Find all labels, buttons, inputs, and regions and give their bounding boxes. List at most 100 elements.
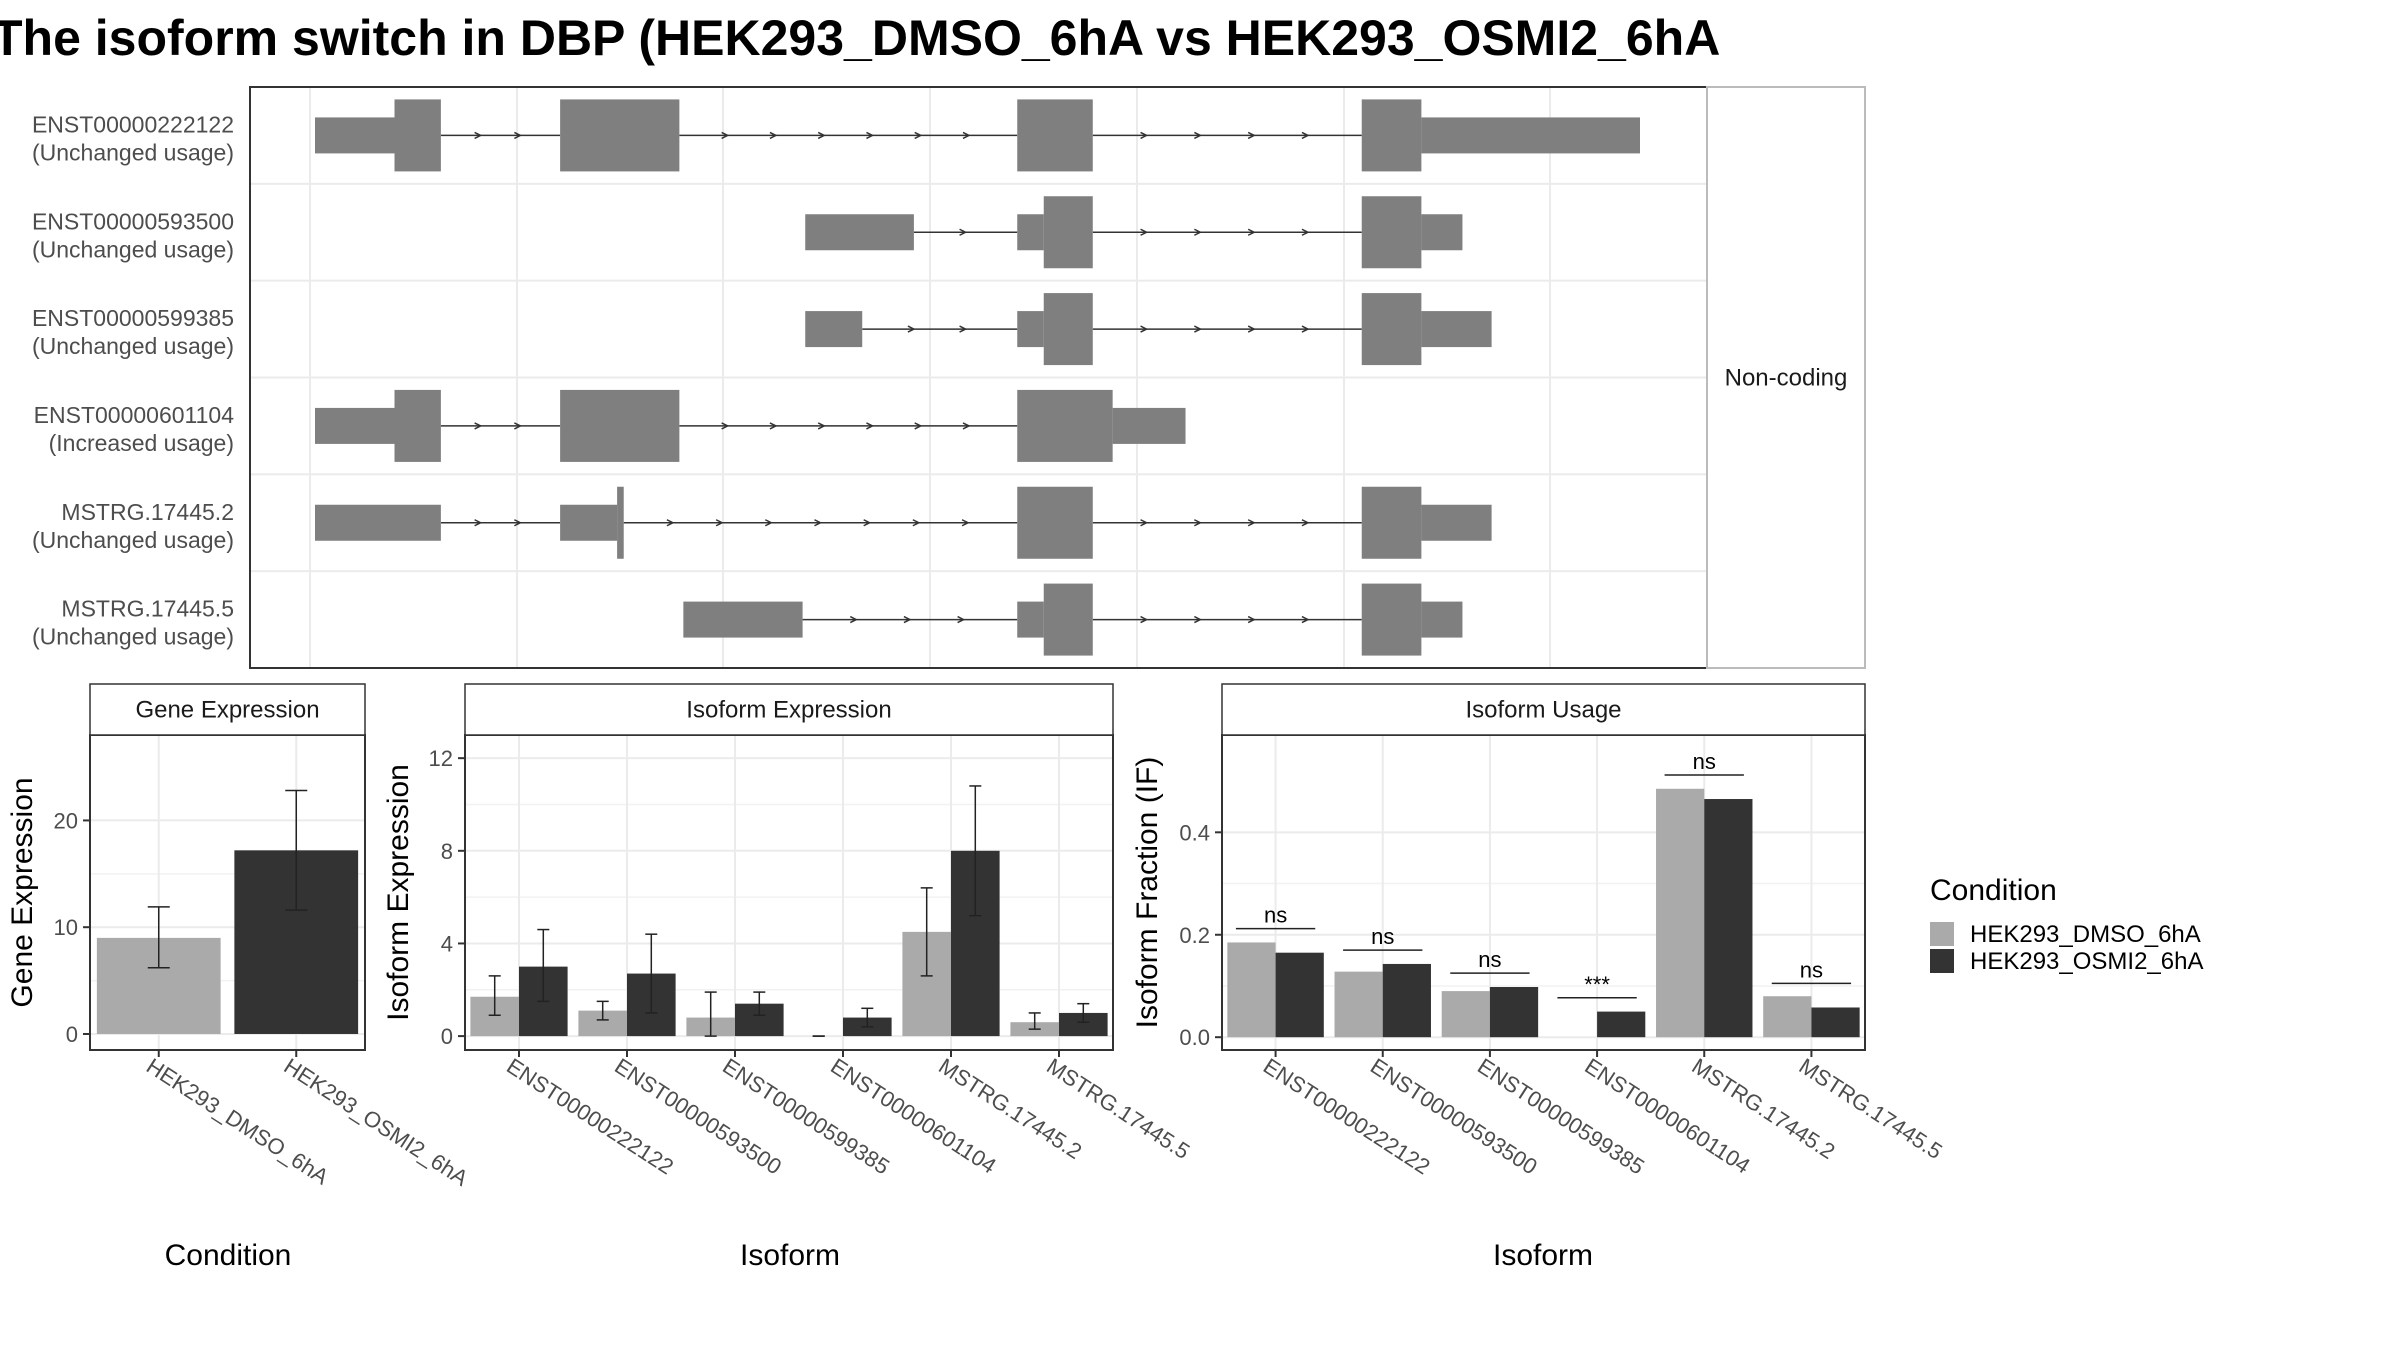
panel-strip [464,683,1114,736]
transcript-status-label: (Unchanged usage) [32,236,234,262]
exon [560,389,680,462]
panel-background [465,735,1113,1050]
transcript-id-label: ENST00000222122 [32,111,234,137]
exon [394,99,441,172]
intron-arrow [514,131,523,140]
panel-strip-label: Isoform Usage [1465,697,1621,724]
y-axis-title: Isoform Fraction (IF) [1131,757,1164,1029]
intron-arrow [961,519,970,527]
panel-strip-label: Isoform Expression [686,697,891,724]
exon [1361,583,1422,656]
bar [1704,799,1753,1038]
bar [1441,991,1490,1038]
intron-arrow [914,131,923,140]
y-tick-label: 20 [54,808,78,833]
transcript-id-label: MSTRG.17445.5 [61,596,234,622]
transcript-id-label: ENST00000601104 [34,402,235,428]
exon [315,407,395,444]
transcript-status-label: (Unchanged usage) [32,527,234,553]
y-axis-title: Gene Expression [6,777,39,1007]
exon [1043,583,1093,656]
intron-arrow [817,422,826,430]
bar [1227,942,1276,1038]
exon [1361,486,1422,559]
bar [1811,1007,1860,1038]
transcript-id-label: MSTRG.17445.2 [61,499,234,525]
x-axis-title: Isoform [1493,1239,1593,1272]
panel-background [1222,735,1865,1050]
significance-label: *** [1584,972,1610,997]
transcript-status-label: (Unchanged usage) [32,139,234,165]
panel-strip [89,683,366,736]
exon [1017,311,1044,348]
exon [1421,214,1463,251]
intron-arrow [764,519,773,527]
exon [1112,407,1186,444]
intron-arrow [1247,325,1256,333]
exon [805,311,863,348]
intron-arrow [863,519,872,527]
exon [1043,293,1093,366]
intron-arrow [912,519,921,527]
transcript-status-label: (Unchanged usage) [32,333,234,359]
figure-title: The isoform switch in DBP (HEK293_DMSO_6… [0,10,1720,66]
intron-arrow [1194,228,1203,236]
exon [560,99,680,172]
intron-arrow [1194,325,1203,333]
x-axis-title: Condition [165,1239,292,1272]
significance-label: ns [1800,957,1823,982]
legend-label: HEK293_DMSO_6hA [1970,921,2201,948]
legend-key [1930,949,1954,973]
exon [1017,486,1093,559]
exon [683,601,803,638]
y-tick-label: 0 [441,1024,453,1049]
exon [560,504,618,541]
intron-arrow [957,615,966,624]
exon [1421,311,1492,348]
intron-arrow [715,519,724,527]
intron-arrow [1140,228,1149,236]
exon [1043,196,1093,269]
intron-arrow [914,422,923,430]
exon [805,214,914,251]
intron-arrow [817,131,826,140]
legend-title: Condition [1930,874,2057,907]
facet-strip-label: Non-coding [1725,365,1848,392]
intron-arrow [962,422,971,430]
intron-arrow [1194,131,1203,140]
intron-arrow [1301,228,1310,236]
exon [1017,214,1044,251]
exon [1421,117,1640,154]
exon [315,117,395,154]
exon [1017,99,1093,172]
intron-arrow [866,422,875,430]
intron-arrow [1247,131,1256,140]
y-tick-label: 10 [54,915,78,940]
intron-arrow [1247,615,1256,624]
x-axis-title: Isoform [740,1239,840,1272]
transcript-id-label: ENST00000593500 [32,208,234,234]
intron-arrow [769,131,778,140]
transcript-status-label: (Unchanged usage) [32,624,234,650]
intron-arrow [1301,131,1310,140]
exon [617,486,624,559]
intron-arrow [814,519,823,527]
intron-arrow [1194,615,1203,624]
intron-arrow [903,615,912,624]
exon [1017,601,1044,638]
transcript-status-label: (Increased usage) [49,430,234,456]
intron-arrow [1301,615,1310,624]
intron-arrow [962,131,971,140]
exon [1361,196,1422,269]
exon [315,504,441,541]
exon [1361,99,1422,172]
intron-arrow [474,422,483,430]
intron-arrow [1247,519,1256,527]
intron-arrow [1140,131,1149,140]
intron-arrow [514,422,523,430]
intron-arrow [666,519,675,527]
bar [1382,963,1431,1038]
